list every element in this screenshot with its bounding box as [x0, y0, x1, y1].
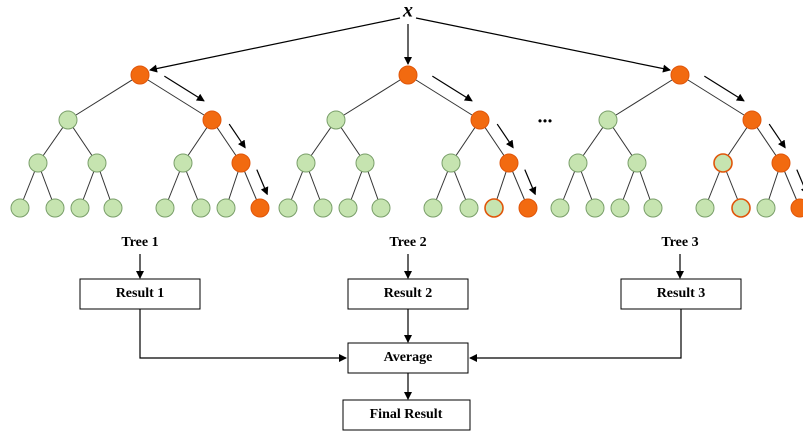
- tree-node: [627, 153, 647, 173]
- tree-node: [459, 198, 479, 218]
- tree-node: [441, 153, 461, 173]
- tree-node: [568, 153, 588, 173]
- tree-node: [202, 110, 222, 130]
- result-box: [347, 278, 469, 310]
- result-label: Result 3: [657, 286, 706, 301]
- input-label: x: [402, 0, 413, 22]
- tree-node: [296, 153, 316, 173]
- path-arrow: [496, 123, 514, 149]
- tree-node: [371, 198, 391, 218]
- tree-node: [10, 198, 30, 218]
- tree-node: [643, 198, 663, 218]
- arrow: [139, 309, 347, 362]
- tree-node: [598, 110, 618, 130]
- tree-edge: [139, 74, 213, 121]
- average-label: Average: [384, 350, 433, 365]
- tree-edge: [67, 74, 141, 121]
- tree-node: [231, 153, 251, 173]
- tree-node: [790, 198, 803, 218]
- tree-node: [756, 198, 776, 218]
- tree-node: [45, 198, 65, 218]
- tree-node: [338, 198, 358, 218]
- path-arrow: [228, 123, 246, 149]
- tree-node: [713, 153, 733, 173]
- tree-node: [585, 198, 605, 218]
- final-box: [342, 399, 471, 431]
- tree-node: [499, 153, 519, 173]
- path-arrow: [256, 169, 269, 196]
- path-arrow: [164, 75, 205, 102]
- result-box: [620, 278, 742, 310]
- tree-label: Tree 1: [121, 235, 158, 250]
- tree-node: [173, 153, 193, 173]
- tree-edge: [407, 74, 481, 121]
- tree-node: [398, 65, 418, 85]
- path-arrow: [704, 75, 745, 102]
- tree-nodes: [10, 65, 803, 218]
- tree-label: Tree 3: [661, 235, 698, 250]
- tree-edge: [607, 74, 681, 121]
- path-arrow: [768, 123, 786, 149]
- tree-edge: [679, 74, 753, 121]
- tree-node: [28, 153, 48, 173]
- tree-node: [742, 110, 762, 130]
- tree-node: [278, 198, 298, 218]
- tree-node: [771, 153, 791, 173]
- final-label: Final Result: [370, 407, 443, 422]
- tree-node: [155, 198, 175, 218]
- tree-node: [326, 110, 346, 130]
- tree-edge: [335, 74, 409, 121]
- tree-node: [103, 198, 123, 218]
- tree-node: [610, 198, 630, 218]
- tree-label: Tree 2: [389, 235, 426, 250]
- tree-node: [130, 65, 150, 85]
- tree-node: [423, 198, 443, 218]
- input-arrow: [149, 17, 401, 73]
- tree-node: [550, 198, 570, 218]
- tree-node: [695, 198, 715, 218]
- tree-node: [250, 198, 270, 218]
- tree-edges: [19, 74, 801, 209]
- result-label: Result 1: [116, 286, 165, 301]
- tree-node: [70, 198, 90, 218]
- tree-node: [216, 198, 236, 218]
- path-arrow: [524, 169, 537, 196]
- result-label: Result 2: [384, 286, 433, 301]
- ellipsis: ...: [538, 106, 553, 128]
- tree-node: [731, 198, 751, 218]
- path-arrow: [432, 75, 473, 102]
- tree-node: [313, 198, 333, 218]
- path-arrow: [796, 169, 803, 196]
- tree-node: [484, 198, 504, 218]
- tree-node: [87, 153, 107, 173]
- tree-node: [670, 65, 690, 85]
- arrow: [469, 309, 682, 362]
- input-arrow: [415, 17, 671, 73]
- tree-node: [58, 110, 78, 130]
- tree-node: [355, 153, 375, 173]
- tree-node: [191, 198, 211, 218]
- tree-node: [470, 110, 490, 130]
- average-box: [347, 342, 469, 374]
- tree-node: [518, 198, 538, 218]
- result-box: [79, 278, 201, 310]
